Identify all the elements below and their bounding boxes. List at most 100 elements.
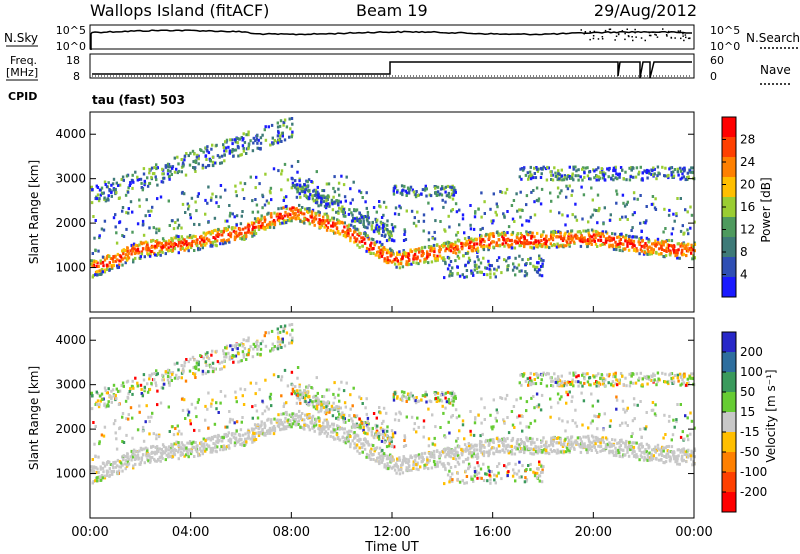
power-cell <box>200 238 204 242</box>
velocity-cell <box>581 423 584 427</box>
power-cell <box>199 148 202 152</box>
velocity-cell <box>631 432 634 436</box>
velocity-cell <box>291 416 295 420</box>
velocity-cell <box>602 428 605 432</box>
power-cell <box>473 260 476 264</box>
power-cell <box>492 245 495 249</box>
power-cell <box>548 246 551 250</box>
velocity-cell <box>349 407 352 411</box>
velocity-cell <box>490 447 493 451</box>
power-cell <box>395 265 398 269</box>
power-cell <box>691 166 694 170</box>
power-cell <box>685 254 688 258</box>
velocity-cell <box>224 425 227 429</box>
power-cell <box>503 258 506 262</box>
velocity-cell <box>587 426 590 430</box>
noise-search-dot <box>628 35 630 38</box>
velocity-cell <box>159 455 162 459</box>
velocity-cell <box>587 448 590 452</box>
power-cell <box>336 221 340 225</box>
velocity-cell <box>601 438 604 442</box>
power-cell <box>519 167 522 171</box>
velocity-cell <box>201 452 204 456</box>
power-cell <box>237 146 240 150</box>
power-cell <box>306 189 310 193</box>
power-cell <box>384 227 387 231</box>
power-cell <box>271 136 274 140</box>
power-cell <box>398 204 401 208</box>
power-cell <box>562 237 566 241</box>
power-cell <box>660 252 663 255</box>
velocity-cell <box>610 442 613 446</box>
velocity-cell <box>645 425 648 429</box>
velocity-cell <box>353 442 356 446</box>
power-cell <box>564 231 567 235</box>
power-cell <box>664 254 668 258</box>
velocity-cell <box>660 450 663 454</box>
velocity-cell <box>515 442 519 445</box>
velocity-cell <box>596 427 599 431</box>
power-cell <box>642 252 646 256</box>
power-cell <box>353 225 356 228</box>
noise-search-dot <box>678 31 680 34</box>
velocity-cell <box>474 416 477 420</box>
power-cell <box>515 236 519 239</box>
colorbar-swatch <box>722 137 736 158</box>
power-cell <box>361 236 365 240</box>
power-cell <box>298 177 301 181</box>
velocity-cell <box>661 454 664 457</box>
power-cell <box>615 246 618 250</box>
power-cell <box>535 270 539 274</box>
power-cell <box>602 222 605 226</box>
power-cell <box>176 226 180 230</box>
velocity-cell <box>284 425 287 429</box>
power-cell <box>586 238 590 242</box>
power-cell <box>328 204 331 208</box>
velocity-cell <box>122 454 126 458</box>
power-cell <box>90 201 94 205</box>
power-cell <box>168 174 171 178</box>
power-cell <box>115 191 118 195</box>
power-cell <box>676 197 679 200</box>
power-cell <box>254 232 258 235</box>
velocity-cell <box>350 417 353 421</box>
power-cell <box>682 252 685 256</box>
power-cell <box>496 259 499 262</box>
velocity-cell <box>94 479 97 483</box>
velocity-cell <box>92 421 95 424</box>
velocity-cell <box>622 448 625 452</box>
velocity-cell <box>566 436 569 440</box>
power-cell <box>332 229 335 233</box>
power-cell <box>571 176 574 180</box>
velocity-cell <box>616 441 619 445</box>
power-cell <box>656 165 660 169</box>
velocity-cell <box>505 393 509 397</box>
power-cell <box>449 185 452 189</box>
nave-label: Nave <box>760 63 791 77</box>
power-cell <box>231 212 234 216</box>
power-cell <box>463 275 466 279</box>
power-cell <box>347 231 350 235</box>
power-cell <box>574 174 577 178</box>
velocity-cell <box>269 428 272 432</box>
power-cell <box>538 273 541 277</box>
velocity-cell <box>617 441 620 445</box>
velocity-cell <box>290 425 293 429</box>
power-cell <box>335 227 339 231</box>
power-cell <box>435 190 438 194</box>
velocity-cell <box>193 428 196 432</box>
noise-search-dot <box>626 28 628 30</box>
power-cell <box>480 234 483 238</box>
velocity-cell <box>137 457 140 461</box>
power-cell <box>355 216 359 220</box>
velocity-cell <box>98 440 101 444</box>
power-cell <box>488 246 491 250</box>
velocity-cell <box>378 446 382 450</box>
power-cell <box>533 213 537 217</box>
power-cell <box>449 260 453 263</box>
power-cell <box>681 167 685 171</box>
power-cell <box>205 241 208 245</box>
power-cell <box>117 197 121 200</box>
velocity-cell <box>510 439 513 443</box>
power-cell <box>489 207 492 211</box>
